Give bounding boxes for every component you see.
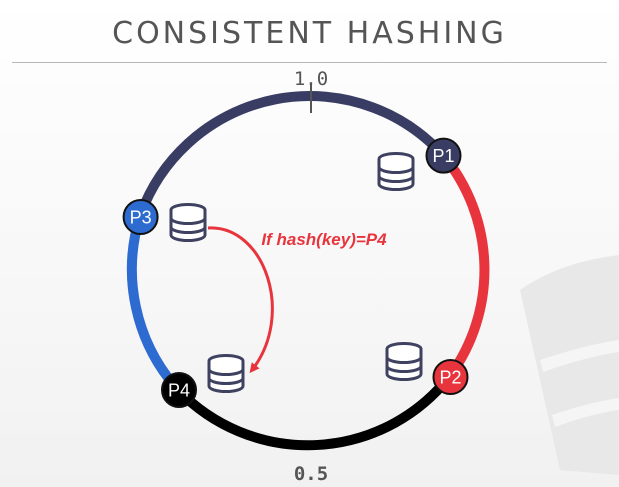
ring-segment-p3-p1 — [135, 91, 448, 217]
database-icon — [385, 342, 423, 381]
database-icon — [169, 203, 207, 242]
ring-segment-p4-p3 — [126, 212, 183, 394]
ring-segment-p1-p2 — [439, 152, 490, 379]
title-divider — [12, 62, 607, 63]
background-database-icon — [520, 255, 619, 475]
ring-top-label: 1.0 — [294, 68, 328, 90]
node-p2-label: P2 — [439, 368, 461, 388]
node-p1: P1 — [425, 137, 462, 174]
ring-bottom-label: 0.5 — [294, 463, 328, 485]
node-p4-label: P4 — [168, 381, 190, 401]
node-p3-label: P3 — [130, 208, 152, 228]
node-p4: P4 — [161, 372, 197, 408]
redirect-arrow — [207, 226, 274, 374]
ring-segment-p2-p4 — [174, 372, 455, 451]
node-p3: P3 — [122, 199, 159, 235]
node-p1-label: P1 — [432, 146, 454, 166]
node-p2: P2 — [432, 359, 469, 395]
page-title: CONSISTENT HASHING — [112, 16, 507, 51]
database-icon — [207, 354, 245, 393]
database-icon — [377, 152, 415, 191]
annotation-label: If hash(key)=P4 — [261, 230, 387, 249]
